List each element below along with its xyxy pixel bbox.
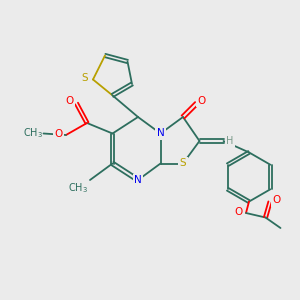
Text: N: N	[157, 128, 164, 139]
Text: O: O	[198, 95, 206, 106]
Text: S: S	[180, 158, 186, 169]
Text: CH$_3$: CH$_3$	[68, 182, 88, 195]
Text: N: N	[134, 175, 142, 185]
Text: O: O	[66, 96, 74, 106]
Text: O: O	[54, 129, 63, 140]
Text: H: H	[226, 136, 234, 146]
Text: CH$_3$: CH$_3$	[23, 127, 44, 140]
Text: O: O	[272, 195, 281, 206]
Text: S: S	[81, 73, 88, 83]
Text: O: O	[234, 207, 243, 218]
